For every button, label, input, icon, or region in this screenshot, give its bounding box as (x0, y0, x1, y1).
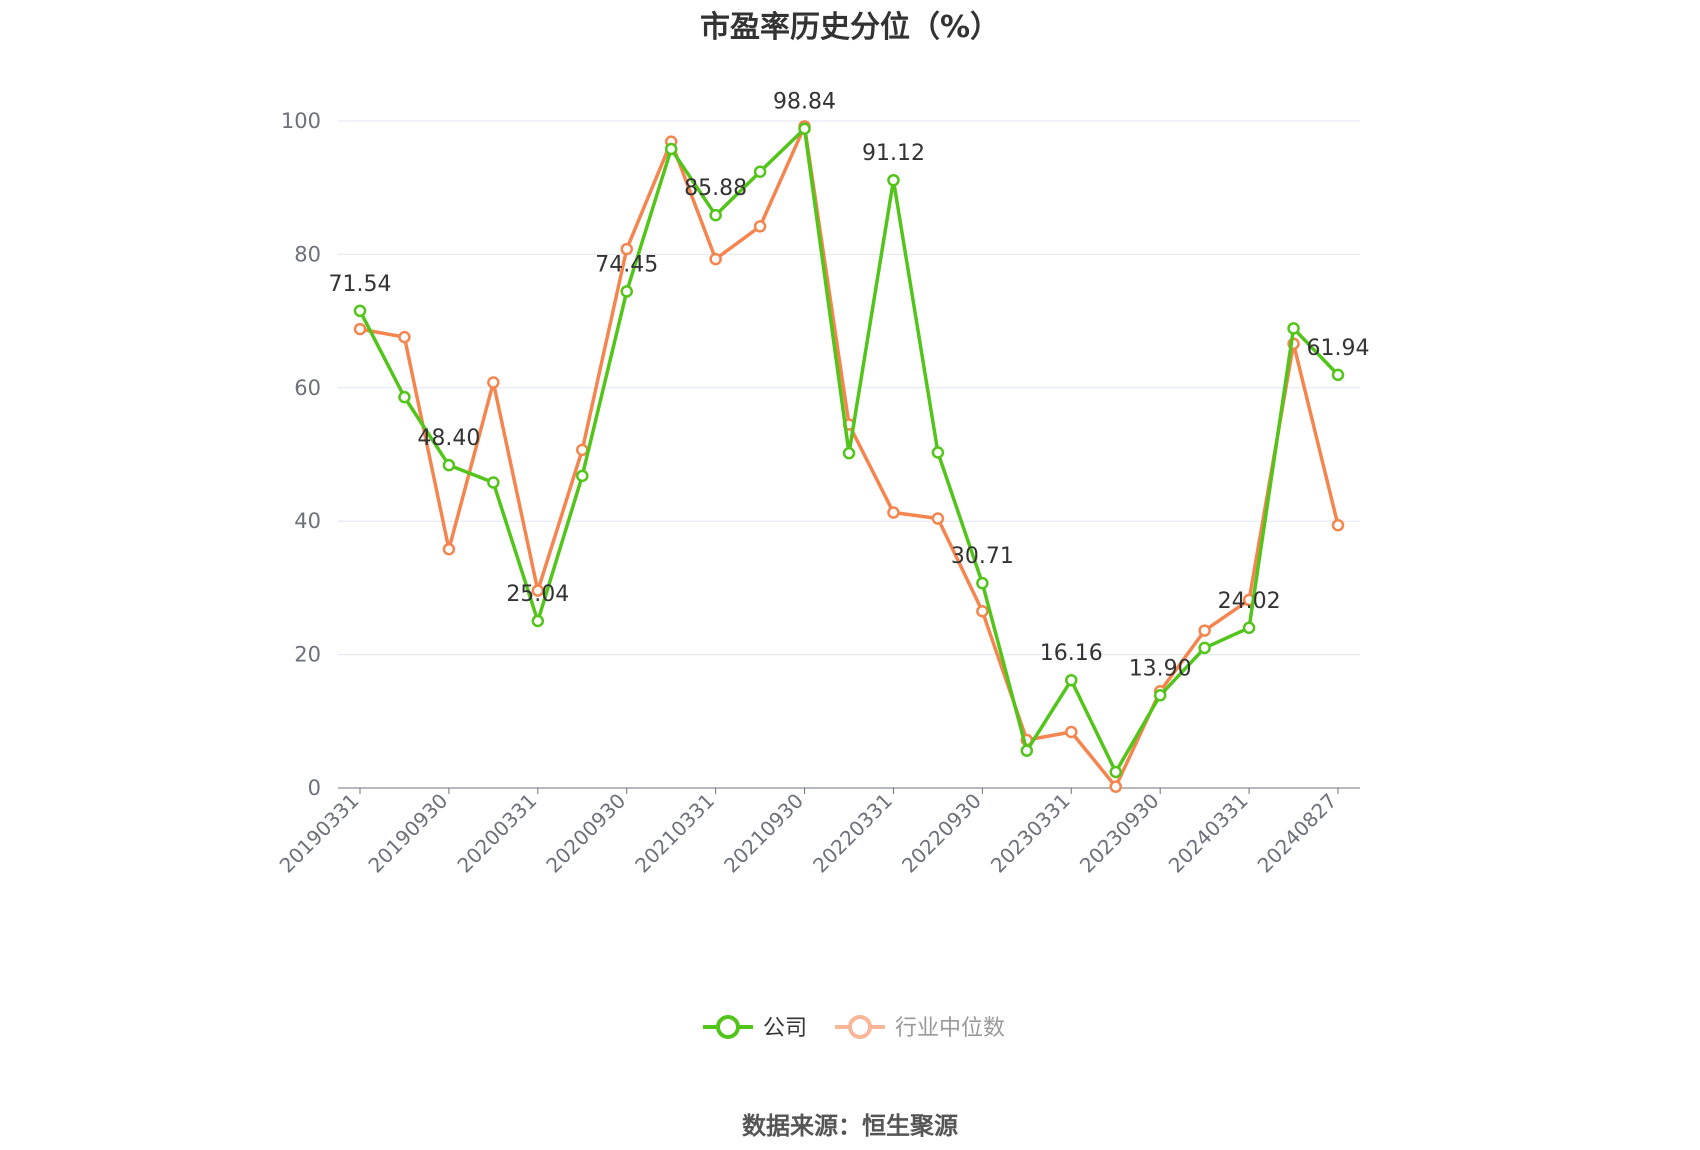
data-point-company[interactable] (798, 122, 811, 135)
data-point-company[interactable] (976, 576, 989, 590)
data-point-industry[interactable] (709, 252, 722, 266)
x-tick-label: 20220930 (897, 789, 986, 878)
data-point-company[interactable] (576, 469, 589, 483)
data-label: 13.90 (1129, 656, 1192, 681)
x-tick-label: 20210930 (719, 789, 808, 878)
data-point-industry[interactable] (1065, 725, 1078, 739)
data-point-industry[interactable] (442, 542, 456, 556)
y-axis-ticks: 0 20 40 60 80 100 (281, 109, 321, 800)
x-tick-label: 20190930 (363, 789, 452, 878)
x-tick-label: 20190331 (275, 789, 364, 878)
data-point-company[interactable] (931, 446, 945, 459)
data-label: 24.02 (1218, 589, 1281, 614)
y-tick-label: 40 (294, 509, 321, 533)
data-point-company[interactable] (531, 614, 545, 628)
data-point-industry[interactable] (1109, 780, 1122, 793)
data-point-company[interactable] (709, 208, 722, 222)
data-point-company[interactable] (1153, 689, 1167, 702)
legend-item-industry[interactable]: 行业中位数 (835, 1015, 1005, 1041)
x-axis: 20190331 20190930 20200331 20200930 20210331… (275, 787, 1360, 878)
data-point-company[interactable] (842, 446, 856, 460)
data-point-company[interactable] (1065, 673, 1078, 687)
data-point-industry[interactable] (1198, 624, 1211, 637)
data-point-industry[interactable] (753, 220, 767, 233)
data-point-industry[interactable] (353, 322, 367, 336)
data-label: 30.71 (951, 544, 1014, 569)
x-tick-label: 20240827 (1253, 789, 1342, 878)
data-point-company[interactable] (442, 458, 456, 472)
data-labels: 71.54 48.40 25.04 74.45 85.88 98.84 91.12 30.71… (329, 90, 1370, 682)
y-tick-label: 60 (294, 376, 321, 400)
data-point-company[interactable] (1287, 322, 1300, 335)
data-label: 61.94 (1307, 336, 1370, 361)
legend-industry-label: 行业中位数 (895, 1016, 1005, 1041)
y-tick-label: 80 (294, 242, 321, 266)
x-tick-label: 20220331 (808, 789, 897, 878)
data-point-industry[interactable] (620, 242, 633, 256)
data-point-industry[interactable] (398, 330, 411, 344)
data-label: 91.12 (862, 141, 925, 166)
data-point-company[interactable] (487, 476, 500, 489)
y-tick-label: 100 (281, 109, 321, 133)
data-source: 数据来源：恒生聚源 (742, 1112, 958, 1140)
data-point-company[interactable] (620, 285, 633, 298)
data-point-company[interactable] (1198, 641, 1211, 655)
legend-item-company[interactable]: 公司 (703, 1015, 807, 1041)
data-label: 98.84 (773, 90, 836, 115)
x-tick-label: 20240331 (1164, 789, 1253, 878)
x-tick-label: 20200331 (452, 789, 541, 878)
data-point-industry[interactable] (887, 506, 900, 519)
data-point-industry[interactable] (531, 584, 545, 597)
chart-title: 市盈率历史分位（%） (700, 10, 1000, 45)
data-point-company[interactable] (1020, 744, 1034, 757)
data-point-company[interactable] (1109, 765, 1122, 779)
data-point-company[interactable] (353, 304, 367, 318)
data-label: 48.40 (417, 426, 480, 451)
data-point-industry[interactable] (931, 512, 945, 525)
grid-lines (338, 120, 1360, 656)
data-point-company[interactable] (753, 165, 767, 178)
data-label: 85.88 (684, 176, 747, 201)
x-tick-label: 20210331 (630, 789, 719, 878)
data-point-company[interactable] (887, 173, 900, 187)
data-label: 74.45 (595, 252, 658, 277)
data-point-industry[interactable] (976, 604, 989, 618)
data-label: 71.54 (329, 272, 392, 297)
y-tick-label: 0 (308, 776, 321, 800)
data-point-industry[interactable] (576, 443, 589, 457)
legend-industry-marker-icon (848, 1015, 872, 1039)
data-point-company[interactable] (1242, 621, 1256, 635)
y-tick-label: 20 (294, 643, 321, 667)
data-point-company[interactable] (664, 142, 678, 156)
data-label: 16.16 (1040, 641, 1103, 666)
x-tick-label: 20230930 (1075, 789, 1164, 878)
x-tick-label: 20200930 (541, 789, 630, 878)
data-point-company[interactable] (1331, 368, 1345, 382)
data-point-industry[interactable] (1331, 518, 1345, 532)
legend-company-marker-icon (716, 1015, 740, 1039)
data-label: 25.04 (506, 582, 569, 607)
legend-company-label: 公司 (763, 1016, 807, 1041)
data-point-industry[interactable] (487, 376, 500, 389)
x-tick-label: 20230331 (986, 789, 1075, 878)
series-layer (353, 120, 1345, 793)
legend: 公司 行业中位数 (703, 1015, 1005, 1041)
data-point-company[interactable] (398, 390, 411, 404)
